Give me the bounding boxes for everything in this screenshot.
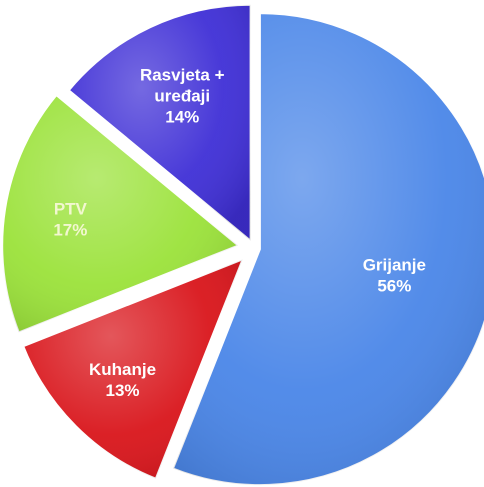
slice-value-label: 17% — [53, 220, 87, 239]
slice-label-2: PTV 17% — [53, 199, 87, 239]
slice-name-label: uređaji — [154, 87, 210, 106]
pie-labels: Grijanje 56% Kuhanje 13% PTV 17% Rasvjeta + ure… — [53, 66, 426, 400]
pie-slice-shine-2 — [2, 95, 239, 333]
pie-slice-shine-1 — [23, 259, 243, 479]
slice-label-0: Grijanje 56% — [363, 255, 426, 295]
slice-value-label: 56% — [377, 276, 411, 295]
slice-label-3: Rasvjeta + uređaji 14% — [140, 66, 225, 127]
slice-value-label: 13% — [106, 381, 140, 400]
slice-name-label: PTV — [54, 199, 88, 218]
slice-label-1: Kuhanje 13% — [89, 360, 156, 400]
slice-name-label: Grijanje — [363, 255, 426, 274]
pie-slice-shine-3 — [68, 4, 251, 241]
pie-slices — [1, 3, 484, 487]
slice-value-label: 14% — [165, 108, 199, 127]
pie-slice-shine-0 — [173, 13, 484, 486]
slice-name-label: Rasvjeta + — [140, 66, 225, 85]
slice-name-label: Kuhanje — [89, 360, 156, 379]
